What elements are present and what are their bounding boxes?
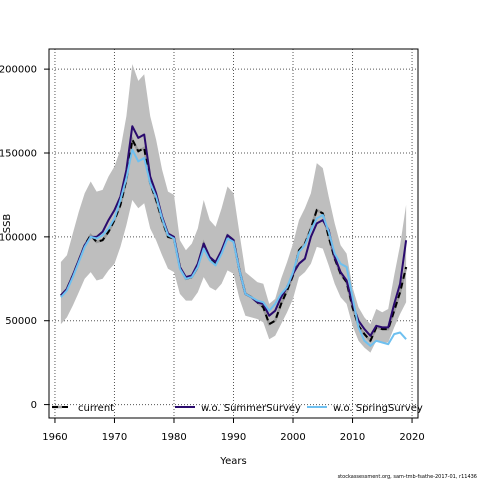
x-tick-label: 2020 [399,432,424,443]
y-axis-title: SSB [2,214,13,234]
y-tick-label: 100000 [0,232,37,243]
x-tick-label: 1990 [221,432,246,443]
x-tick-label: 1980 [161,432,186,443]
legend-label: w.o. SpringSurvey [333,403,423,414]
x-tick-label: 2000 [280,432,305,443]
legend: current w.o. SummerSurvey w.o. SpringSurve… [52,403,423,414]
legend-label: w.o. SummerSurvey [201,403,301,414]
y-axis: 0 50000 100000 150000 200000 [0,65,49,411]
legend-label: current [78,403,114,414]
y-tick-label: 0 [31,400,37,411]
y-tick-label: 200000 [0,65,37,76]
y-tick-label: 50000 [5,316,37,327]
x-tick-label: 1970 [102,432,127,443]
x-axis: 1960 1970 1980 1990 2000 2010 2020 [42,418,425,443]
x-tick-label: 1960 [42,432,67,443]
y-tick-label: 150000 [0,148,37,159]
series-line-2 [60,148,407,347]
footer-credit: stockassessment.org, sam-tmb-fsathe-2017… [338,474,477,480]
series-layer [59,125,408,347]
x-axis-title: Years [219,456,246,467]
series-line-1 [60,125,408,337]
confidence-band [60,64,407,353]
x-tick-label: 2010 [340,432,365,443]
confidence-band-layer [60,64,407,353]
